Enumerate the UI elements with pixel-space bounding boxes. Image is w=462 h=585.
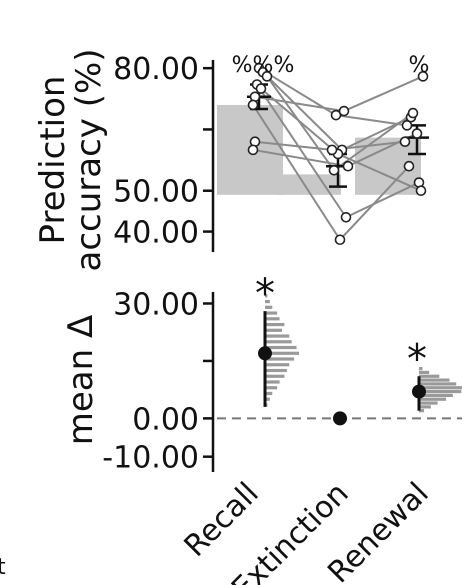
dist-bin-recall-10 [265, 351, 299, 355]
subject-8-extinction [326, 144, 338, 156]
mean-point-renewal [412, 384, 426, 399]
dist-bin-recall-14 [265, 374, 285, 378]
bottom-tick-label-0: 30.00 [113, 287, 199, 322]
subject-9-renewal [411, 128, 423, 139]
dist-bin-renewal-10 [419, 405, 431, 409]
top-tick-label-2: 40.00 [113, 216, 199, 251]
dist-bin-renewal-6 [419, 389, 462, 394]
dist-bin-renewal-2 [419, 374, 440, 378]
subject-7-extinction [334, 234, 346, 246]
bar-extinction [275, 174, 341, 195]
dist-bin-renewal-3 [419, 378, 450, 382]
subject-4-extinction [340, 211, 352, 223]
bottom-panel: mean Δ 30.000.00-10.00 ** [61, 271, 462, 476]
dist-bin-renewal-9 [419, 401, 438, 405]
dist-bin-recall-18 [265, 397, 270, 401]
dist-bin-recall-15 [265, 380, 280, 384]
dist-bin-recall-7 [265, 334, 290, 338]
dist-bin-renewal-4 [419, 382, 457, 386]
dist-bin-recall-13 [265, 368, 287, 373]
percent-mark-renewal: % [409, 53, 430, 78]
dist-bin-recall-0 [265, 294, 268, 298]
star-recall: * [255, 271, 275, 317]
top-tick-label-0: 80.00 [113, 52, 199, 87]
bottom-y-axis: 30.00 0.00 -10.00 [102, 287, 215, 476]
subject-1-extinction [330, 109, 342, 121]
top-ylabel-line2: accuracy (%) [69, 48, 109, 271]
subject-6-extinction [338, 105, 350, 117]
subject-8-renewal [399, 136, 411, 148]
bootstrap-distributions [265, 294, 462, 413]
mean-point-extinction [333, 411, 347, 426]
corner-label: t [0, 555, 6, 580]
dist-bin-renewal-7 [419, 393, 453, 398]
dist-bin-renewal-5 [419, 386, 462, 390]
top-ylabel-line1: Prediction [33, 76, 73, 245]
subject-1-renewal [401, 120, 413, 131]
bottom-ylabel: mean Δ [61, 315, 101, 446]
top-y-axis: 80.00 50.00 40.00 [113, 52, 215, 252]
subject-9-recall [247, 144, 259, 156]
subject-points [247, 62, 429, 246]
x-label-recall: Recall [178, 476, 266, 564]
mean-delta-points [258, 311, 426, 426]
top-panel: Prediction accuracy (%) 80.0050.0040.00 … [33, 48, 429, 271]
dist-bin-recall-16 [265, 386, 278, 390]
subject-5-recall [255, 83, 267, 94]
subject-7-recall [247, 99, 259, 111]
dist-bin-recall-8 [265, 340, 292, 344]
dist-bin-recall-9 [265, 345, 297, 350]
subject-3-recall [261, 71, 273, 82]
subject-3-extinction [328, 164, 340, 176]
bottom-tick-label-2: -10.00 [102, 441, 199, 476]
dist-bin-recall-4 [265, 317, 280, 321]
subject-7-renewal [403, 160, 415, 172]
percent-marks: %%%% [232, 53, 430, 78]
dist-bin-recall-6 [265, 328, 282, 332]
percent-mark-recall: %%% [232, 53, 295, 78]
mean-point-recall [258, 346, 272, 361]
subject-9-extinction [342, 160, 354, 172]
dist-bin-recall-5 [265, 322, 285, 327]
dist-bin-renewal-1 [419, 370, 430, 375]
dist-bin-recall-3 [265, 311, 278, 315]
dist-bin-recall-2 [265, 305, 273, 309]
star-renewal: * [407, 336, 427, 382]
subject-5-renewal [415, 185, 427, 197]
bottom-tick-label-1: 0.00 [132, 402, 199, 437]
top-tick-label-1: 50.00 [113, 175, 199, 210]
dist-bin-recall-1 [265, 299, 270, 304]
dist-bin-renewal-11 [419, 409, 425, 413]
dist-bin-recall-12 [265, 363, 290, 367]
dist-bin-renewal-8 [419, 397, 447, 401]
significance-stars: ** [255, 271, 427, 382]
subject-6-renewal [417, 71, 429, 82]
dist-bin-recall-17 [265, 391, 273, 396]
subject-3-renewal [407, 107, 419, 119]
dist-bin-recall-11 [265, 357, 295, 361]
dist-bin-renewal-0 [419, 366, 423, 371]
